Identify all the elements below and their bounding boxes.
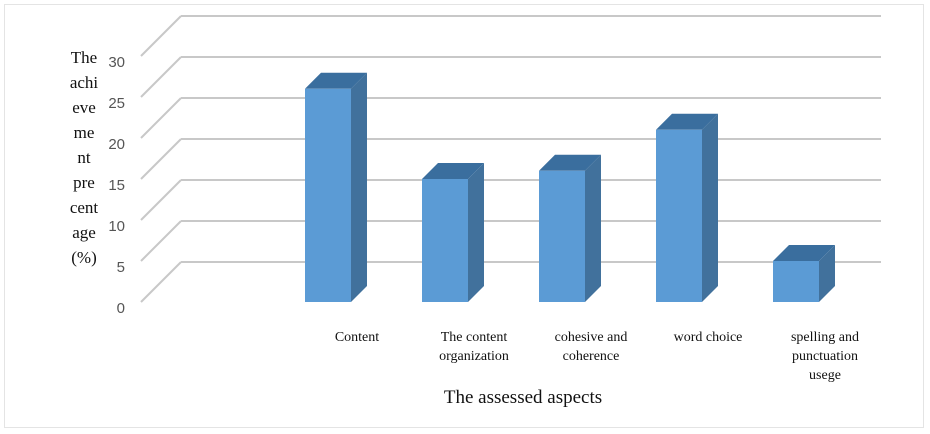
gridline-depth — [140, 15, 182, 57]
bar-side — [351, 72, 367, 302]
y-tick-label: 5 — [117, 259, 125, 276]
gridline-depth — [140, 220, 182, 262]
category-labels: Content The content organization cohesive a… — [335, 330, 859, 383]
bar-front — [422, 179, 468, 302]
x-axis-label: The assessed aspects — [444, 387, 602, 408]
bar — [773, 245, 835, 302]
y-tick-label: 15 — [108, 177, 125, 194]
gridline-depth — [140, 56, 182, 98]
gridline-depth — [140, 179, 182, 221]
bar-front — [656, 129, 702, 302]
gridline-depth — [140, 261, 182, 303]
category-label: cohesive and coherence — [555, 330, 628, 364]
y-tick-label: 25 — [108, 95, 125, 112]
y-axis-label-text: The achi eve me nt pre cent age (%) — [70, 48, 99, 267]
bar — [656, 113, 718, 302]
bar-chart: 0 5 10 15 20 25 30 Content The content organizat… — [70, 15, 881, 408]
bar-side — [468, 163, 484, 302]
bar-side — [585, 154, 601, 302]
chart-frame: 0 5 10 15 20 25 30 Content The content organizat… — [4, 4, 924, 428]
y-tick-label: 10 — [108, 218, 125, 235]
category-label: Content — [335, 330, 379, 345]
bar-top — [539, 154, 601, 171]
bar-top — [305, 72, 367, 89]
y-tick-labels: 0 5 10 15 20 25 30 — [108, 54, 125, 317]
category-label: word choice — [674, 330, 743, 345]
bar-front — [305, 88, 351, 302]
bar-side — [819, 245, 835, 302]
category-label: spelling and punctuation usege — [791, 330, 859, 383]
bar-side — [702, 113, 718, 302]
bar-top — [773, 245, 835, 261]
bar-top — [422, 163, 484, 179]
y-axis-label: The achi eve me nt pre cent age (%) — [70, 48, 99, 267]
category-label: The content organization — [439, 330, 509, 364]
bar — [539, 154, 601, 302]
bar — [305, 72, 367, 302]
bar-front — [539, 170, 585, 302]
bars — [305, 72, 835, 302]
bar-front — [773, 261, 819, 302]
y-tick-label: 30 — [108, 54, 125, 71]
y-tick-label: 20 — [108, 136, 125, 153]
gridlines — [140, 15, 881, 303]
bar-top — [656, 113, 718, 130]
bar — [422, 163, 484, 302]
gridline-depth — [140, 138, 182, 180]
gridline-depth — [140, 97, 182, 139]
y-tick-label: 0 — [117, 300, 125, 317]
